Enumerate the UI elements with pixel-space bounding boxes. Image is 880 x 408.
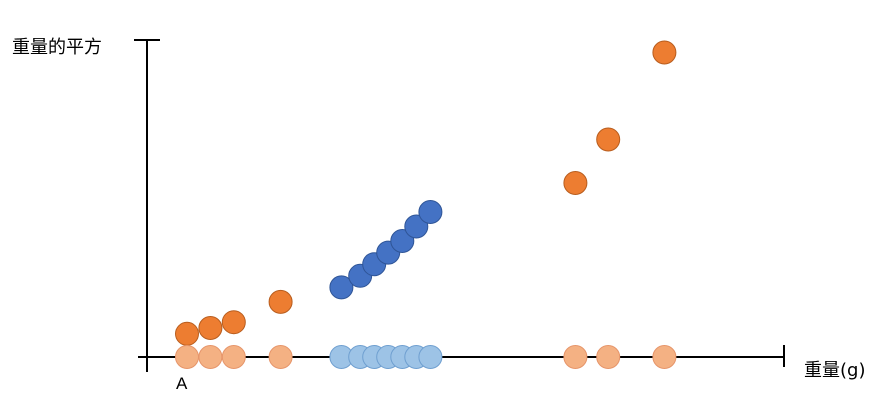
point-a-label: A <box>176 374 188 393</box>
y-axis-label: 重量的平方 <box>12 37 102 58</box>
orange-point-1 <box>175 321 199 346</box>
orange-point-3 <box>221 310 246 335</box>
light-orange-point-6 <box>596 345 621 369</box>
orange-point-4 <box>268 289 293 314</box>
data-points <box>175 40 677 369</box>
light-orange-point-7 <box>652 345 677 369</box>
light-orange-point-5 <box>563 345 588 369</box>
light-orange-point-4 <box>268 345 293 369</box>
blue-point-5 <box>390 229 415 253</box>
orange-point-6 <box>596 127 621 152</box>
orange-point-2 <box>198 316 223 340</box>
blue-point-6 <box>404 214 429 239</box>
light-orange-point-3 <box>221 345 246 369</box>
blue-point-1 <box>329 275 354 300</box>
orange-point-5 <box>563 171 588 195</box>
light-blue-point-7 <box>418 345 443 369</box>
light-orange-point-1 <box>175 345 199 369</box>
orange-point-7 <box>652 40 677 65</box>
light-orange-point-2 <box>198 345 223 369</box>
blue-point-7 <box>418 200 443 224</box>
x-axis-label: 重量(g) <box>804 360 865 381</box>
